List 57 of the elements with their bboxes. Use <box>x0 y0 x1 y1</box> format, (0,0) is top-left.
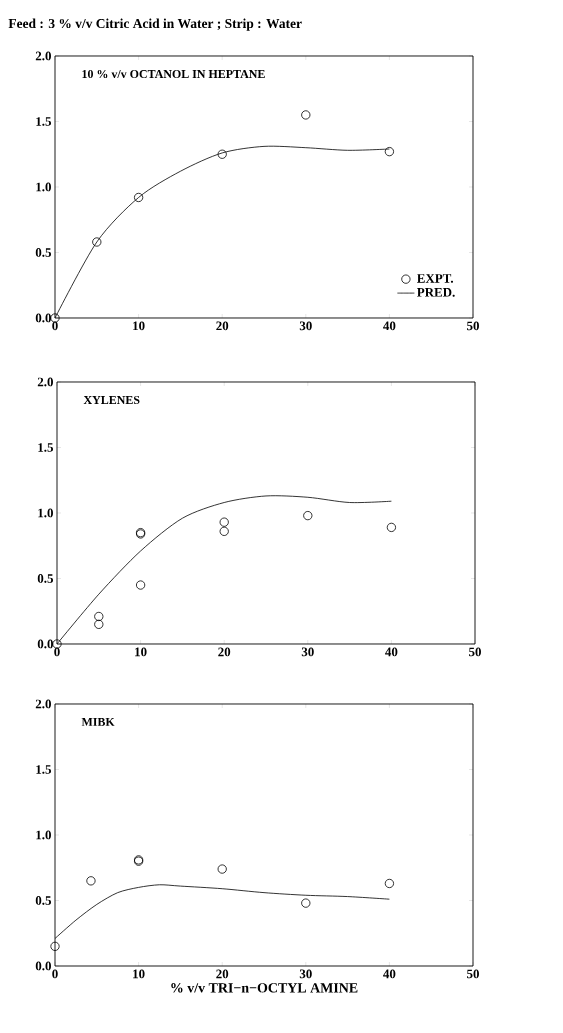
x-tick-label: 10 <box>135 647 147 657</box>
legend-label: PRED. <box>417 288 455 297</box>
x-tick-label: 20 <box>216 969 229 979</box>
annotation: MIBK <box>81 717 115 726</box>
chart-title: Feed : 3 % v/v Citric Acid in Water ; Strip : Water <box>8 18 302 31</box>
point <box>386 522 396 533</box>
point <box>94 611 104 622</box>
y-tick-label: 1.5 <box>38 443 54 452</box>
annotation: 10 % v/v OCTANOL IN HEPTANE <box>82 69 265 79</box>
x-tick-label: 30 <box>301 647 314 657</box>
x-tick-label: 40 <box>383 321 396 331</box>
x-tick-label: 20 <box>216 321 229 331</box>
legend-label: EXPT. <box>417 274 454 283</box>
y-tick-label: 0.0 <box>35 961 51 971</box>
x-tick-label: 40 <box>385 647 398 657</box>
y-tick-label: 1.5 <box>36 117 51 126</box>
x-tick-label: 0 <box>52 969 58 979</box>
point <box>50 941 60 951</box>
x-tick-label: 50 <box>467 321 479 331</box>
x-tick-label: 50 <box>469 647 481 657</box>
x-tick-label: 0 <box>52 321 58 331</box>
x-tick-label: 50 <box>467 969 479 979</box>
x-tick-label: 30 <box>299 321 312 331</box>
y-tick-label: 2.0 <box>35 699 51 709</box>
point <box>384 878 394 889</box>
point <box>301 898 311 908</box>
point <box>303 511 313 521</box>
x-tick-label: 0 <box>54 647 60 657</box>
y-tick-label: 1.5 <box>36 765 52 774</box>
point <box>219 526 229 536</box>
y-tick-label: 0.0 <box>35 313 51 323</box>
x-axis-title: % v/v TRI−n−OCTYL AMINE <box>171 983 358 993</box>
point <box>301 110 311 120</box>
point <box>384 147 394 157</box>
y-tick-label: 1.0 <box>38 508 53 518</box>
x-tick-label: 40 <box>383 969 396 979</box>
y-tick-label: 2.0 <box>37 377 53 387</box>
point <box>136 580 146 590</box>
point <box>92 237 102 247</box>
point <box>219 517 229 527</box>
x-tick-label: 30 <box>299 969 312 979</box>
y-tick-label: 2.0 <box>35 51 51 61</box>
y-tick-label: 0.0 <box>37 639 53 649</box>
x-tick-label: 20 <box>218 647 231 657</box>
x-tick-label: 10 <box>133 321 145 331</box>
y-tick-label: 0.5 <box>37 574 54 583</box>
point <box>217 864 227 874</box>
y-tick-label: 0.5 <box>35 248 51 257</box>
point <box>217 149 227 159</box>
annotation: XYLENES <box>83 395 140 405</box>
y-tick-label: 1.0 <box>36 830 51 840</box>
y-tick-label: 0.5 <box>35 896 52 905</box>
point <box>94 619 104 629</box>
point <box>134 192 144 203</box>
point <box>86 876 96 886</box>
x-tick-label: 10 <box>133 969 145 979</box>
y-tick-label: 1.0 <box>36 182 51 192</box>
